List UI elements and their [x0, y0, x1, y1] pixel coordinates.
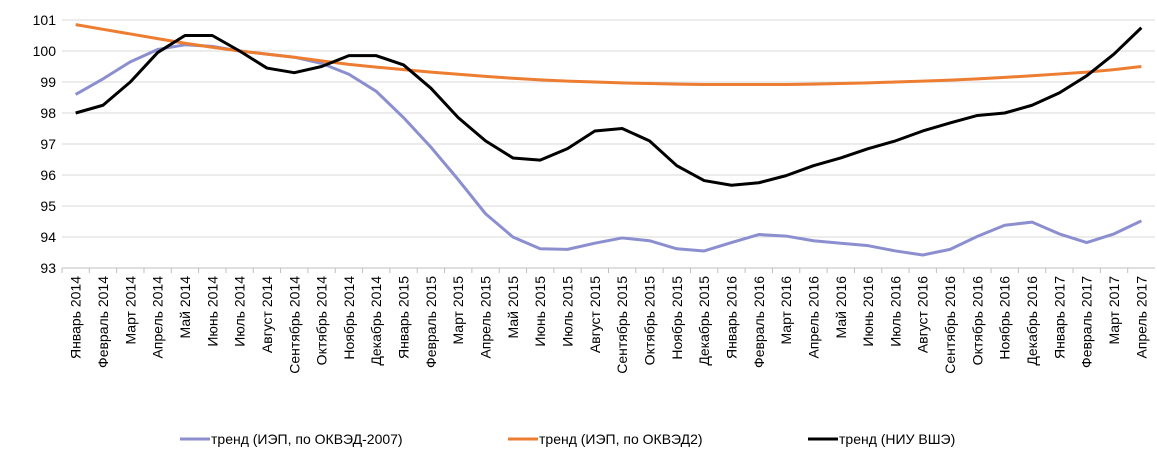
x-tick-label: Август 2015 [587, 276, 603, 353]
x-tick-label: Декабрь 2016 [1024, 276, 1040, 366]
series-line [74, 43, 1142, 257]
x-tick-label: Февраль 2014 [95, 276, 111, 368]
y-tick-label: 98 [40, 105, 56, 121]
x-tick-label: Июнь 2015 [532, 276, 548, 347]
x-tick-label: Апрель 2014 [150, 276, 166, 359]
legend-label: тренд (ИЭП, по ОКВЭД-2007) [211, 431, 403, 447]
x-tick-label: Январь 2016 [723, 276, 739, 359]
y-tick-label: 100 [33, 43, 57, 59]
x-tick-label: Апрель 2015 [478, 276, 494, 359]
x-tick-label: Январь 2015 [396, 276, 412, 359]
x-tick-label: Июнь 2016 [860, 276, 876, 347]
y-tick-label: 96 [40, 167, 56, 183]
x-tick-label: Сентябрь 2015 [614, 276, 630, 374]
x-tick-label: Сентябрь 2016 [942, 276, 958, 374]
x-tick-label: Июль 2015 [560, 276, 576, 347]
x-tick-label: Август 2016 [915, 276, 931, 353]
series-line [75, 23, 1142, 86]
x-tick-label: Июль 2014 [232, 276, 248, 347]
x-tick-label: Ноябрь 2014 [341, 276, 357, 360]
x-tick-label: Октябрь 2016 [969, 276, 985, 366]
x-tick-label: Ноябрь 2015 [669, 276, 685, 360]
x-tick-label: Июнь 2014 [204, 276, 220, 347]
x-tick-label: Февраль 2017 [1079, 276, 1095, 368]
legend-label: тренд (ИЭП, по ОКВЭД2) [539, 431, 703, 447]
x-tick-label: Апрель 2017 [1133, 276, 1149, 359]
x-tick-label: Февраль 2016 [751, 276, 767, 368]
x-tick-label: Август 2014 [259, 276, 275, 353]
y-tick-label: 99 [40, 74, 56, 90]
x-tick-label: Май 2014 [177, 276, 193, 339]
x-tick-label: Декабрь 2015 [696, 276, 712, 366]
x-tick-label: Январь 2017 [1051, 276, 1067, 359]
y-tick-label: 94 [40, 229, 56, 245]
x-tick-label: Январь 2014 [68, 276, 84, 359]
x-tick-label: Март 2015 [450, 276, 466, 345]
x-tick-label: Июль 2016 [887, 276, 903, 347]
x-tick-label: Март 2016 [778, 276, 794, 345]
x-tick-label: Сентябрь 2014 [286, 276, 302, 374]
x-tick-label: Май 2015 [505, 276, 521, 339]
y-tick-label: 101 [33, 12, 57, 28]
y-tick-label: 97 [40, 136, 56, 152]
x-tick-label: Октябрь 2014 [314, 276, 330, 366]
x-tick-label: Ноябрь 2016 [997, 276, 1013, 360]
x-tick-label: Апрель 2016 [805, 276, 821, 359]
series-line [75, 26, 1143, 187]
x-tick-label: Февраль 2015 [423, 276, 439, 368]
x-tick-label: Март 2014 [122, 276, 138, 345]
x-tick-label: Май 2016 [833, 276, 849, 339]
legend-label: тренд (НИУ ВШЭ) [839, 431, 955, 447]
x-tick-label: Март 2017 [1106, 276, 1122, 345]
y-tick-label: 95 [40, 198, 56, 214]
x-tick-label: Декабрь 2014 [368, 276, 384, 366]
y-tick-label: 93 [40, 260, 56, 276]
x-tick-label: Октябрь 2015 [641, 276, 657, 366]
